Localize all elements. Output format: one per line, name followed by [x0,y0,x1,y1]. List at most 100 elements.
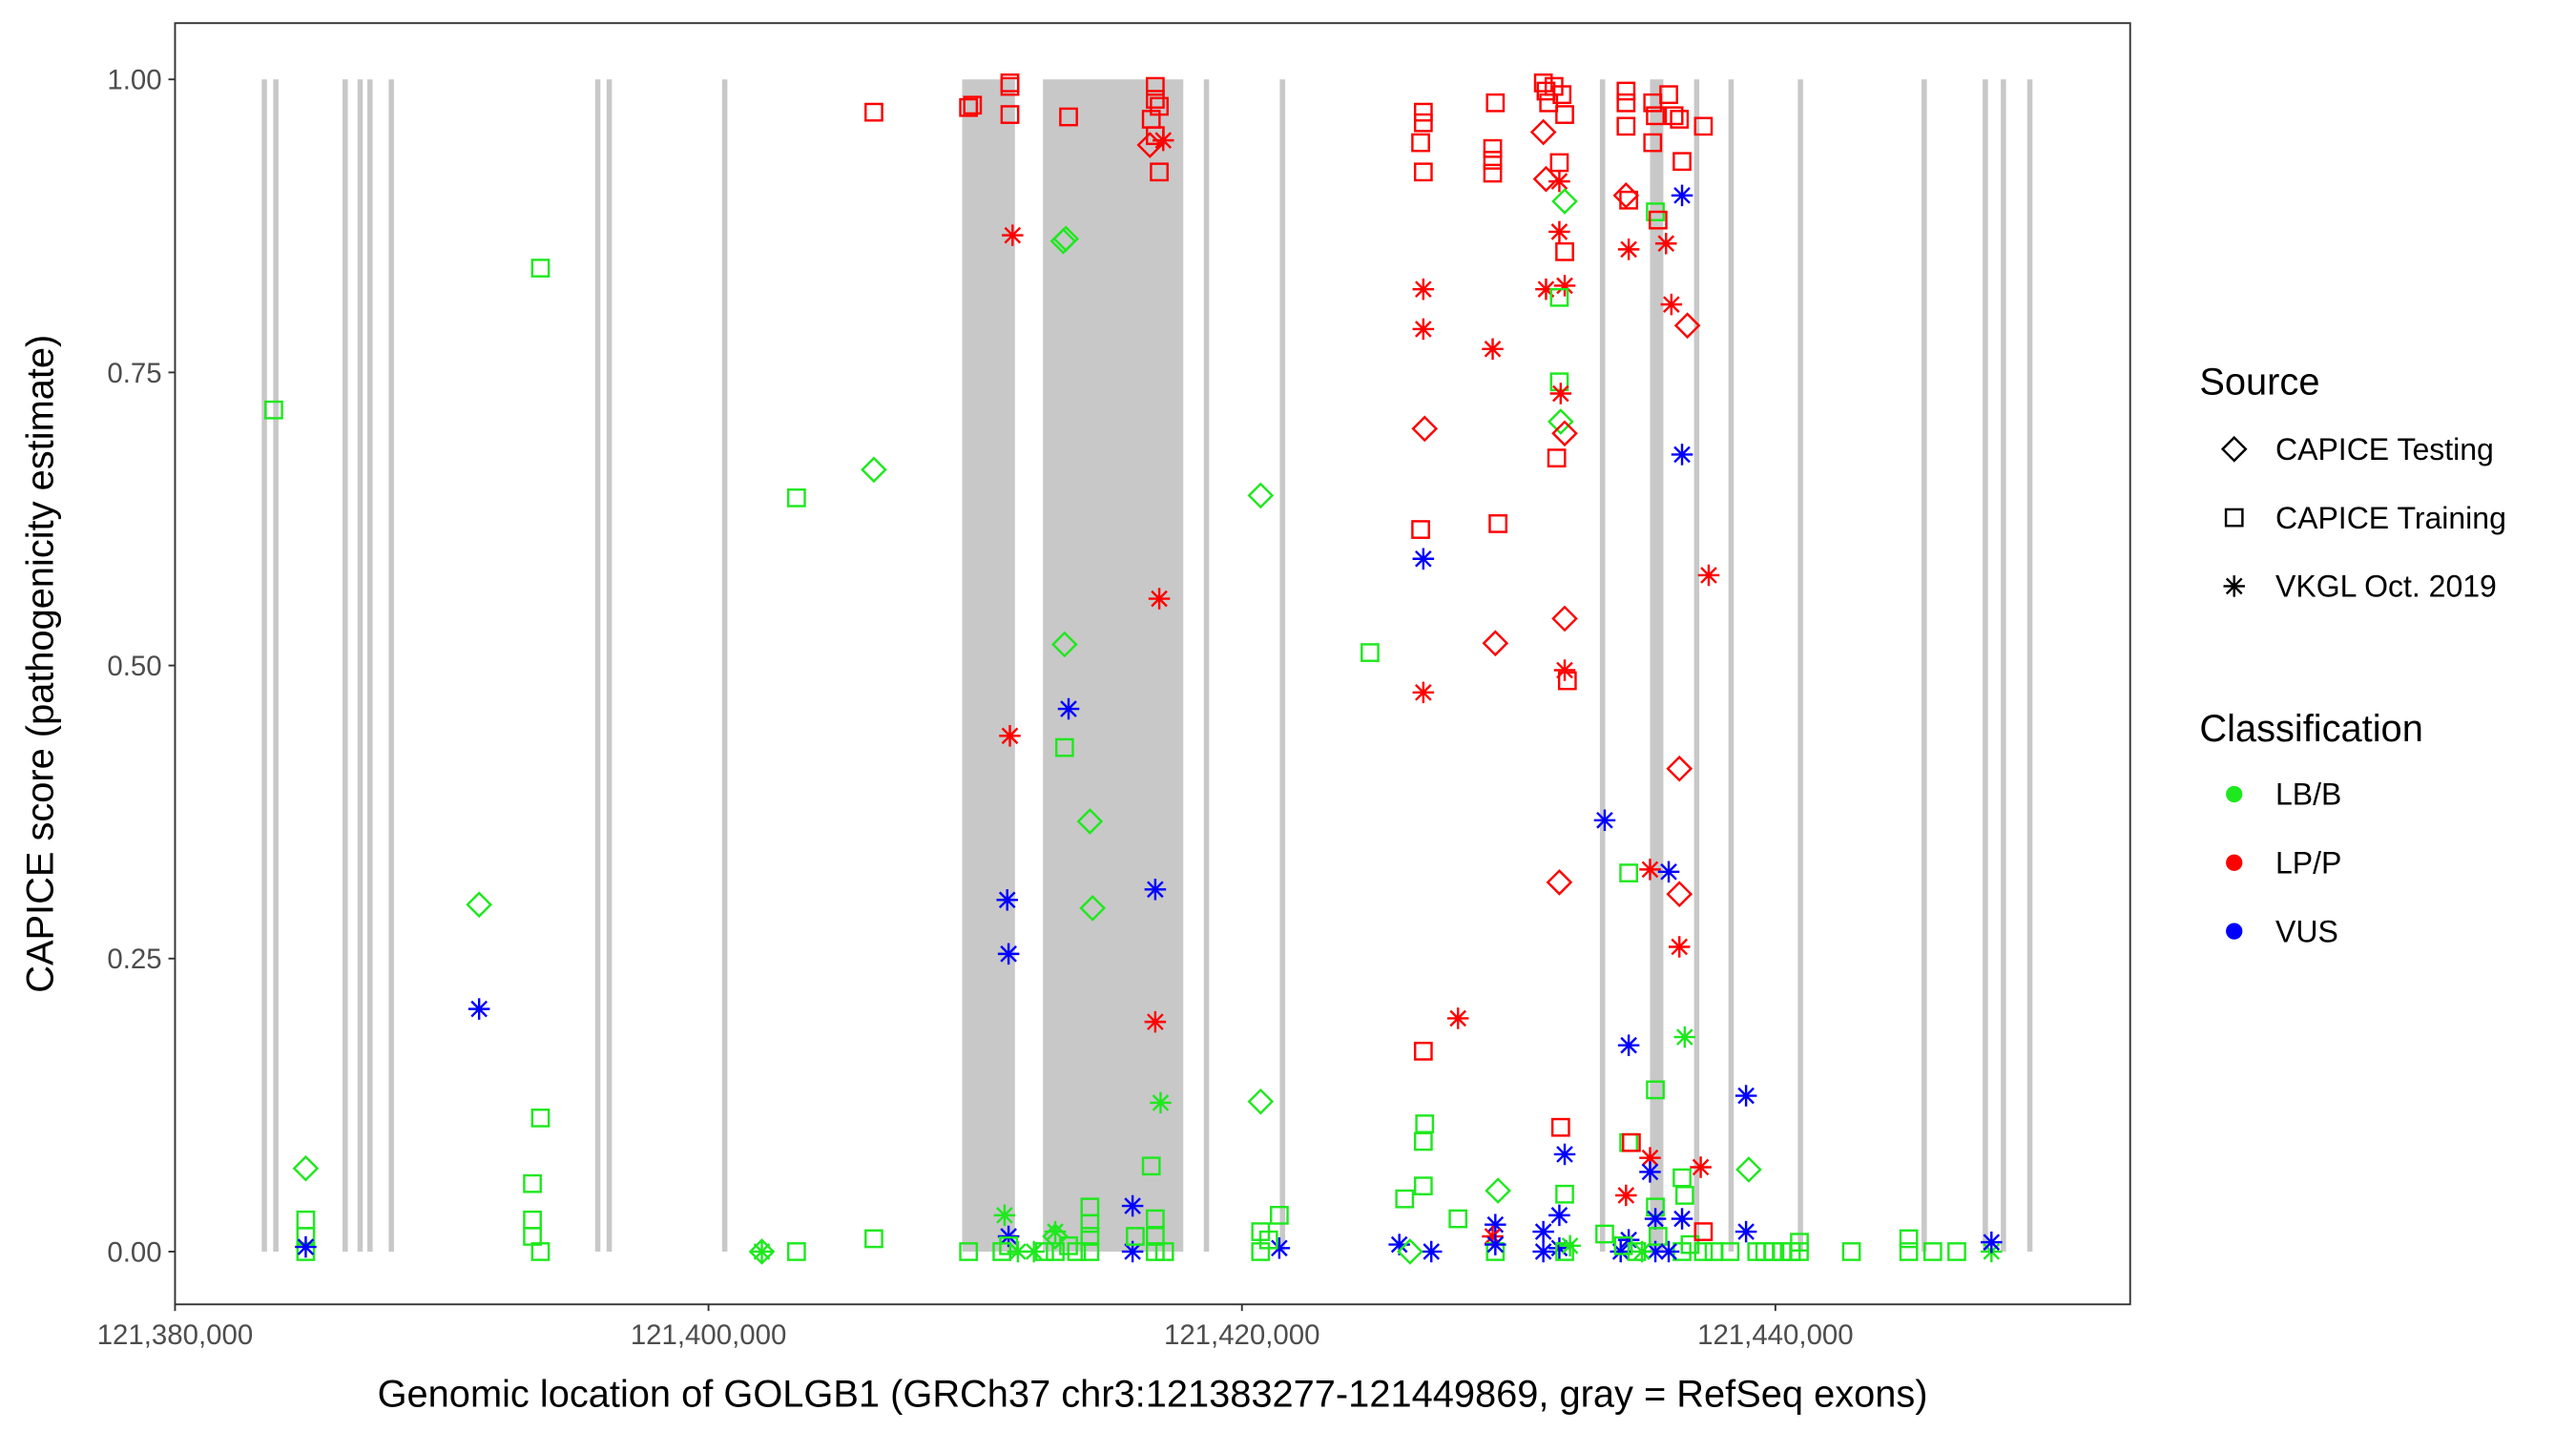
exon-band [2026,79,2033,1252]
exon-band [962,79,1015,1252]
data-point-training-lb-b [1141,1156,1161,1176]
data-point-vkgl-vus [1610,1240,1631,1263]
data-point-testing-lb-b [861,456,887,484]
data-point-vkgl-vus [1657,861,1680,883]
data-point-vkgl-lp-p [1412,318,1435,341]
data-point-testing-lb-b [1397,1238,1423,1265]
data-point-training-lp-p [1483,138,1503,158]
data-point-vkgl-lp-p [1654,232,1677,255]
data-point-training-lb-b [1672,1168,1692,1188]
data-point-vkgl-vus [1639,1161,1661,1183]
exon-band [606,79,613,1252]
data-point-vkgl-vus [1532,1240,1554,1263]
data-point-training-lb-b [530,1109,551,1128]
data-point-training-lp-p [1646,106,1665,126]
data-point-vkgl-lp-p [1412,278,1435,301]
exon-band [594,79,601,1252]
data-point-training-lb-b [1790,1233,1809,1252]
exon-band [1797,79,1803,1252]
data-point-vkgl-vus [1657,1240,1680,1263]
data-point-training-lb-b [1899,1242,1919,1261]
data-point-vkgl-lp-p [1548,220,1570,243]
data-point-vkgl-vus [1617,1034,1640,1056]
legend-label: LB/B [2275,778,2341,812]
data-point-training-lp-p [959,97,979,117]
x-tick-label: 121,440,000 [1697,1319,1854,1351]
data-point-training-lb-b [1126,1227,1145,1246]
data-point-vkgl-lp-p [999,725,1021,747]
data-point-training-lp-p [1413,162,1433,182]
data-point-training-lp-p [1000,73,1020,93]
data-point-vkgl-lb-b [1150,1091,1172,1114]
data-point-training-lb-b [523,1173,542,1193]
data-point-testing-lb-b [1247,482,1275,509]
data-point-training-lb-b [1555,1242,1574,1261]
data-point-vkgl-vus [1121,1194,1144,1217]
data-point-training-lb-b [1555,1184,1574,1204]
data-point-training-lp-p [1648,210,1668,230]
data-point-training-lp-p [1616,116,1636,136]
data-point-vkgl-lp-p [1548,170,1570,193]
data-point-vkgl-lp-p [1412,681,1435,704]
data-point-training-lp-p [1413,113,1433,133]
data-point-vkgl-vus [467,998,490,1020]
legend-item-training: CAPICE Training [2224,501,2506,535]
data-point-training-lp-p [1693,116,1714,136]
data-point-vkgl-vus [1057,697,1080,720]
data-point-training-lb-b [1648,1227,1668,1246]
exon-band [1922,79,1927,1252]
data-point-training-lp-p [1622,1132,1641,1152]
exon-band [273,79,279,1252]
data-point-vkgl-lp-p [1002,224,1024,246]
data-point-vkgl-lp-p [1660,293,1683,316]
data-point-training-lp-p [1146,76,1165,96]
data-point-vkgl-lb-b [1559,1234,1581,1257]
data-point-vkgl-lp-p [1549,383,1572,404]
data-point-training-lp-p [1411,520,1430,539]
legend-item-vkgl: VKGL Oct. 2019 [2223,570,2497,604]
data-point-testing-lb-b [292,1154,320,1182]
data-point-training-lp-p [1659,85,1678,105]
data-point-vkgl-lp-p [1153,129,1174,152]
data-point-testing-lp-p [1673,312,1701,340]
data-point-testing-lp-p [1482,630,1509,657]
data-point-testing-lp-p [1551,420,1578,447]
data-point-testing-lp-p [1666,755,1693,782]
legend: Source CAPICE Testing CAPICE Training VKGL… [2199,362,2505,949]
exon-band [1983,79,1988,1252]
data-point-vkgl-lb-b [751,1240,773,1263]
legend-item-lb-b: LB/B [2226,778,2341,812]
data-point-training-lb-b [1413,1176,1433,1196]
data-point-testing-lb-b [1079,895,1107,922]
data-point-training-lp-p [1664,106,1684,126]
legend-item-vus: VUS [2226,914,2338,948]
data-point-training-lb-b [1680,1234,1700,1255]
data-point-vkgl-vus [1144,879,1167,901]
data-point-training-lb-b [1046,1242,1065,1261]
data-point-training-lp-p [1059,107,1078,127]
data-point-training-lb-b [864,1229,883,1249]
data-point-training-lp-p [1672,152,1692,172]
data-point-training-lb-b [1448,1209,1468,1229]
data-point-training-lb-b [786,1242,806,1261]
data-point-training-lp-p [1150,162,1169,182]
y-tick-label: 0.50 [107,651,161,682]
legend-item-testing: CAPICE Testing [2220,432,2494,467]
exon-band [388,79,394,1252]
data-point-training-lp-p [1550,1117,1570,1137]
y-tick-label: 0.25 [107,944,161,975]
y-tick-label: 1.00 [107,65,161,96]
data-point-training-lb-b [1080,1227,1100,1246]
data-point-testing-lb-b [748,1238,776,1265]
data-point-testing-lb-b [1050,631,1078,658]
data-point-vkgl-vus [295,1235,317,1258]
exon-band [1693,79,1700,1252]
data-point-training-lp-p [1616,93,1636,113]
data-point-training-lb-b [296,1210,316,1230]
data-point-training-lp-p [864,102,883,122]
data-point-training-lp-p [1555,105,1574,124]
data-point-vkgl-vus [1671,444,1693,466]
data-point-training-lp-p [1488,514,1507,533]
exon-band [367,79,373,1252]
